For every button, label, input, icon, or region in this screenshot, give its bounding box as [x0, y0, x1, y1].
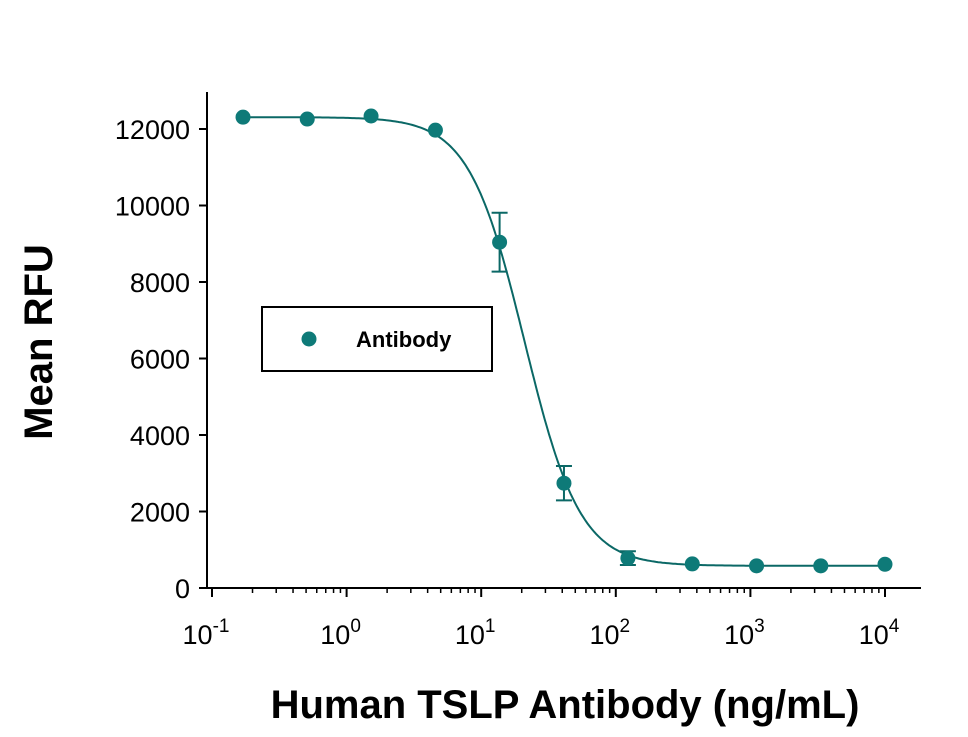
legend: Antibody — [261, 306, 493, 372]
y-tick-label: 6000 — [130, 345, 190, 375]
data-point — [299, 111, 315, 127]
y-tick-label: 4000 — [130, 421, 190, 451]
x-tick-label: 103 — [724, 616, 765, 650]
y-tick-label: 0 — [175, 574, 190, 604]
x-axis-label: Human TSLP Antibody (ng/mL) — [271, 683, 860, 727]
axes: 0 2000 4000 6000 8000 10000 12000 10-1 100 101 102… — [115, 92, 921, 650]
y-tick-label: 10000 — [115, 192, 190, 222]
data-point — [620, 550, 636, 566]
y-tick-label: 8000 — [130, 268, 190, 298]
data-point — [749, 558, 765, 574]
data-point — [492, 234, 508, 250]
y-tick-label: 12000 — [115, 115, 190, 145]
legend-label: Antibody — [356, 327, 452, 352]
data-point — [684, 556, 700, 572]
data-point — [813, 558, 829, 574]
legend-box — [261, 306, 493, 372]
legend-marker — [301, 331, 317, 347]
data-point — [235, 109, 251, 125]
x-tick-label: 104 — [859, 616, 900, 650]
x-tick-label: 101 — [455, 616, 496, 650]
x-tick-label: 100 — [320, 616, 361, 650]
data-point — [363, 108, 379, 124]
data-marks — [235, 108, 893, 574]
y-tick-label: 2000 — [130, 498, 190, 528]
x-tick-label: 102 — [589, 616, 630, 650]
data-point — [877, 556, 893, 572]
data-point — [556, 475, 572, 491]
data-point — [427, 122, 443, 138]
y-axis-label: Mean RFU — [17, 244, 61, 440]
x-tick-label: 10-1 — [183, 616, 230, 650]
